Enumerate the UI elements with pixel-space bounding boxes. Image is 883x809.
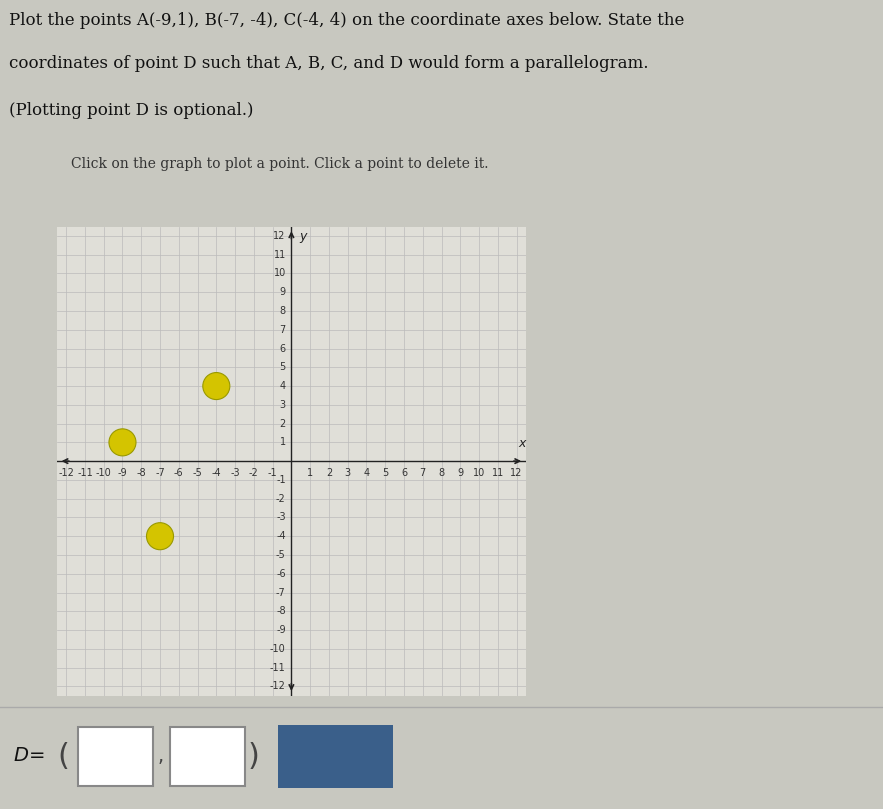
Text: -12: -12 <box>58 468 74 477</box>
Circle shape <box>203 372 230 400</box>
Text: ): ) <box>247 742 259 771</box>
Text: -10: -10 <box>270 644 286 654</box>
Text: Click on the graph to plot a point. Click a point to delete it.: Click on the graph to plot a point. Clic… <box>71 157 488 171</box>
Text: -2: -2 <box>249 468 259 477</box>
Text: Submit Answer: Submit Answer <box>279 750 392 763</box>
Text: (: ( <box>57 742 69 771</box>
Text: (Plotting point D is optional.): (Plotting point D is optional.) <box>9 102 253 119</box>
Text: 8: 8 <box>280 306 286 316</box>
Text: 7: 7 <box>419 468 426 477</box>
Text: -1: -1 <box>276 475 286 485</box>
Text: -6: -6 <box>276 569 286 578</box>
Text: -4: -4 <box>276 532 286 541</box>
Text: -7: -7 <box>155 468 165 477</box>
Text: 1: 1 <box>280 438 286 447</box>
Text: 11: 11 <box>274 250 286 260</box>
Text: 9: 9 <box>280 287 286 297</box>
Text: y: y <box>299 231 306 244</box>
Text: 5: 5 <box>382 468 389 477</box>
Text: 1: 1 <box>307 468 313 477</box>
Circle shape <box>147 523 174 550</box>
Text: -3: -3 <box>276 512 286 523</box>
Text: -5: -5 <box>276 550 286 560</box>
Text: 10: 10 <box>274 269 286 278</box>
Text: 2: 2 <box>326 468 332 477</box>
Text: 4: 4 <box>364 468 369 477</box>
FancyBboxPatch shape <box>78 727 153 786</box>
Text: -11: -11 <box>77 468 93 477</box>
Text: 3: 3 <box>280 400 286 410</box>
Text: -8: -8 <box>137 468 146 477</box>
Text: ,: , <box>157 747 163 766</box>
Text: -2: -2 <box>276 493 286 504</box>
Text: 11: 11 <box>492 468 504 477</box>
Text: 3: 3 <box>344 468 351 477</box>
Text: 6: 6 <box>401 468 407 477</box>
Text: -9: -9 <box>117 468 127 477</box>
Text: -8: -8 <box>276 606 286 616</box>
Text: -10: -10 <box>96 468 111 477</box>
Text: 9: 9 <box>457 468 464 477</box>
FancyBboxPatch shape <box>170 727 245 786</box>
Text: -9: -9 <box>276 625 286 635</box>
Text: -11: -11 <box>270 663 286 672</box>
Text: -5: -5 <box>192 468 202 477</box>
Text: coordinates of point D such that A, B, C, and D would form a parallelogram.: coordinates of point D such that A, B, C… <box>9 55 648 72</box>
Text: 4: 4 <box>280 381 286 391</box>
Text: 7: 7 <box>280 324 286 335</box>
Text: 2: 2 <box>280 418 286 429</box>
Text: -6: -6 <box>174 468 184 477</box>
Text: 5: 5 <box>280 362 286 372</box>
Text: Plot the points A(-9,1), B(-7, -4), C(-4, 4) on the coordinate axes below. State: Plot the points A(-9,1), B(-7, -4), C(-4… <box>9 11 684 28</box>
Text: -4: -4 <box>212 468 221 477</box>
Text: x: x <box>518 437 526 450</box>
Text: 6: 6 <box>280 344 286 354</box>
Text: 8: 8 <box>439 468 445 477</box>
Circle shape <box>109 429 136 456</box>
FancyBboxPatch shape <box>278 725 393 788</box>
Text: -12: -12 <box>270 681 286 692</box>
Text: -1: -1 <box>268 468 277 477</box>
Text: 10: 10 <box>473 468 485 477</box>
Text: 12: 12 <box>510 468 523 477</box>
Text: $D\!=\!$: $D\!=\!$ <box>13 748 45 765</box>
Text: 12: 12 <box>274 231 286 241</box>
Text: -3: -3 <box>230 468 240 477</box>
Text: -7: -7 <box>276 587 286 598</box>
